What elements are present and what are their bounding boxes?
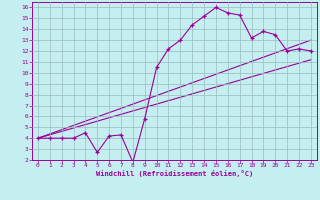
X-axis label: Windchill (Refroidissement éolien,°C): Windchill (Refroidissement éolien,°C) — [96, 170, 253, 177]
